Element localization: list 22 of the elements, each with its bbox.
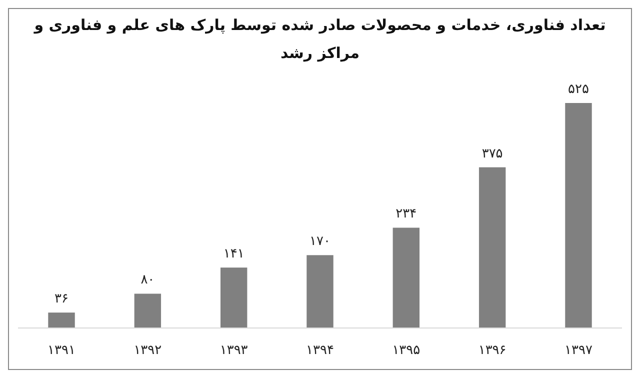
x-tick-label: ۱۳۹۲ [134,343,162,358]
data-label: ۲۳۴ [396,206,417,222]
data-label: ۱۷۰ [310,234,330,250]
data-label: ۱۴۱ [223,246,244,262]
x-tick-label: ۱۳۹۳ [220,343,248,358]
bar [306,255,334,328]
bar [392,228,420,328]
bar [48,312,75,328]
bar [565,103,592,328]
data-label: ۳۷۵ [482,146,503,162]
x-tick-label: ۱۳۹۴ [306,343,334,358]
bar [478,167,506,328]
chart-title: تعداد فناوری، خدمات و محصولات صادر شده توسط پارک های علم و فناوری و مراکز رشد [33,16,606,62]
bar [134,294,162,328]
data-label: ۳۶ [54,292,68,307]
x-tick-label: ۱۳۹۷ [564,343,592,358]
x-tick-label: ۱۳۹۵ [392,343,420,358]
data-label: ۵۲۵ [568,82,589,97]
bar [220,268,248,328]
x-tick-label: ۱۳۹۱ [48,343,76,358]
x-tick-label: ۱۳۹۶ [478,343,506,358]
data-label: ۸۰ [140,272,155,288]
